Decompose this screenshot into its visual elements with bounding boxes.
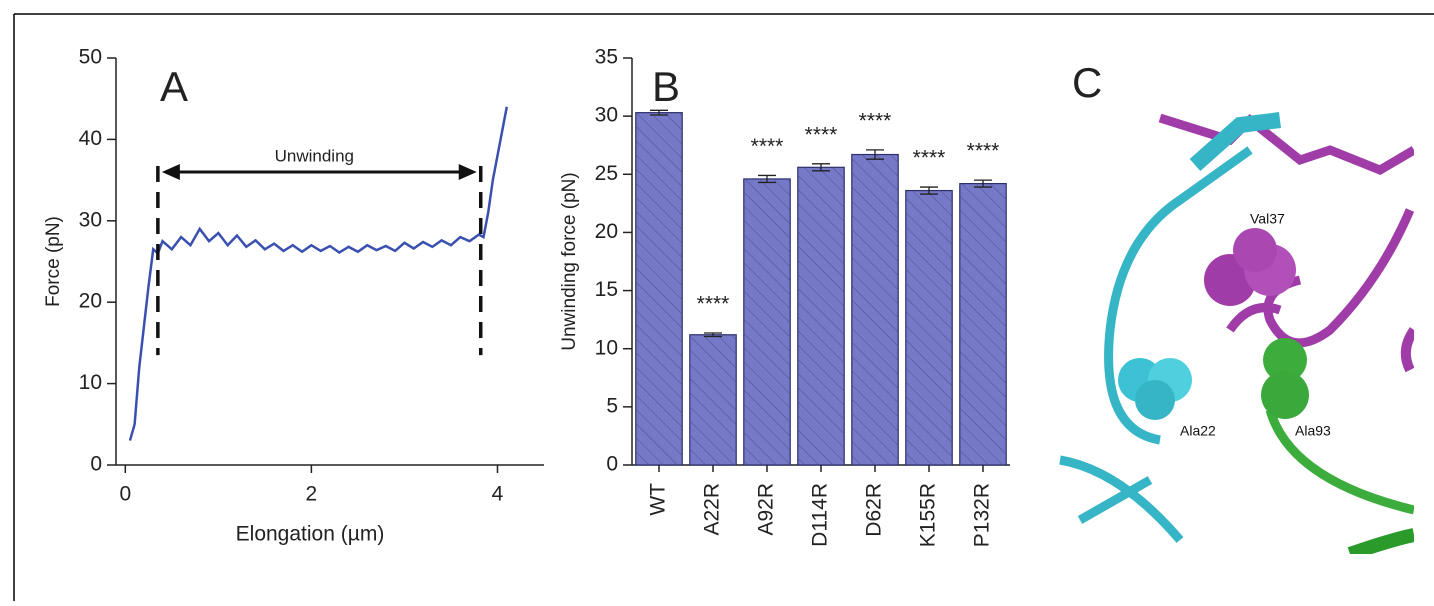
x-tick-label: 2 (306, 483, 318, 506)
y-tick-label: 30 (595, 104, 618, 127)
y-tick-label: 0 (606, 453, 618, 476)
significance-label: **** (805, 123, 838, 146)
y-tick-label: 20 (79, 290, 102, 313)
residue-label: Val37 (1250, 211, 1285, 227)
annotation: Unwinding (275, 146, 354, 165)
significance-label: **** (967, 140, 1000, 163)
error-bar (704, 332, 722, 338)
bar-hatch (797, 167, 845, 465)
data-line (128, 106, 509, 441)
x-tick-label: D114R (809, 483, 832, 547)
error-bar (758, 174, 776, 184)
error-bar (866, 149, 884, 160)
error-bar (812, 163, 830, 172)
y-tick-label: 50 (79, 46, 102, 69)
x-tick-label: A92R (755, 483, 778, 536)
x-tick-label: WT (647, 483, 670, 516)
y-tick-label: 25 (595, 162, 618, 185)
x-tick-label: 4 (492, 483, 504, 506)
x-axis-label: Elongation (µm) (236, 523, 385, 546)
y-axis-label: Force (pN) (43, 216, 64, 307)
significance-label: **** (697, 293, 730, 316)
residue-label: Ala93 (1295, 423, 1331, 439)
y-tick-label: 5 (606, 394, 618, 417)
significance-label: **** (751, 135, 784, 158)
y-tick-label: 20 (595, 220, 618, 243)
error-bar (650, 109, 668, 116)
residue-label: Ala22 (1180, 423, 1216, 439)
bar-hatch (743, 178, 791, 466)
y-tick-label: 10 (79, 371, 102, 394)
error-bar (920, 186, 938, 195)
panel-label: A (160, 63, 188, 110)
y-tick-label: 10 (595, 336, 618, 359)
structure-image: Val37 Ala22 Ala93 (1058, 108, 1414, 554)
y-tick-label: 40 (79, 127, 102, 150)
y-tick-label: 15 (595, 278, 618, 301)
x-tick-label: K155R (917, 483, 940, 547)
panel-label: B (652, 63, 680, 110)
x-tick-label: A22R (701, 483, 724, 536)
x-tick-label: 0 (119, 483, 131, 506)
y-axis-label: Unwinding force (pN) (559, 172, 580, 350)
significance-label: **** (859, 109, 892, 132)
x-tick-label: P132R (971, 483, 994, 547)
error-bar (974, 179, 992, 188)
y-tick-label: 30 (79, 208, 102, 231)
bar-hatch (851, 154, 899, 465)
bar-hatch (959, 183, 1007, 466)
panel-label: C (1072, 59, 1102, 106)
x-tick-label: D62R (863, 483, 886, 537)
significance-label: **** (913, 147, 946, 170)
bar-hatch (689, 334, 737, 465)
bar-hatch (905, 190, 953, 465)
y-tick-label: 0 (90, 453, 102, 476)
y-tick-label: 35 (595, 46, 618, 69)
bar-hatch (635, 112, 683, 465)
